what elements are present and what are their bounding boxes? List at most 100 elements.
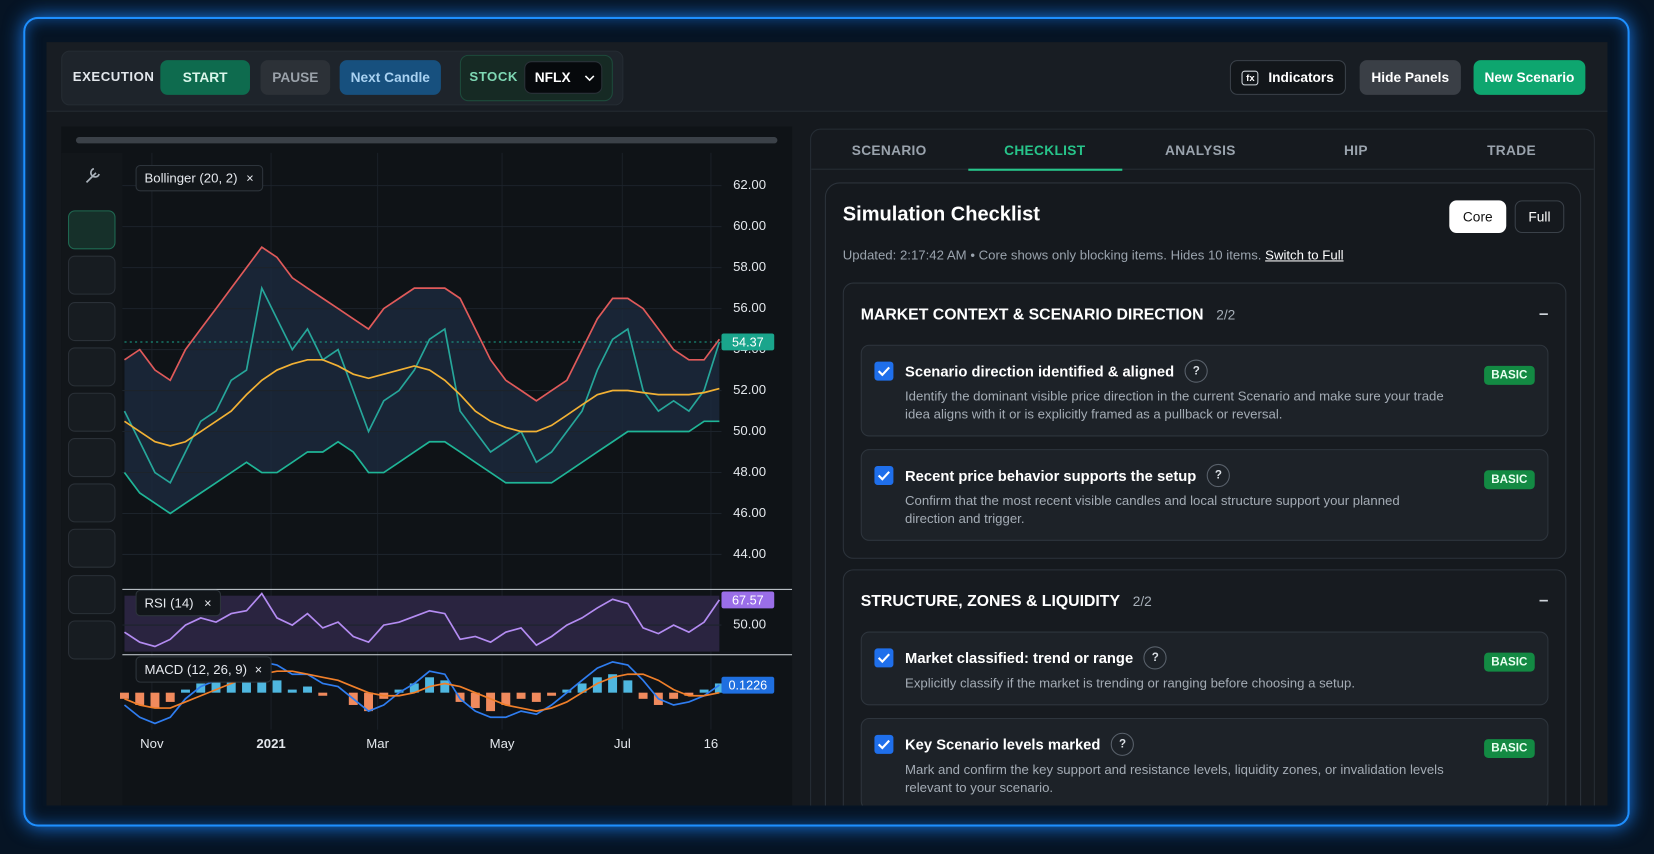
x-tick-label: May: [490, 736, 515, 751]
histogram-bar: [272, 680, 282, 693]
tool-button: [68, 392, 116, 432]
stock-select[interactable]: NFLX: [524, 61, 603, 94]
help-icon[interactable]: ?: [1110, 732, 1135, 756]
x-tick-label: Jul: [614, 736, 631, 751]
frame: [23, 16, 1630, 827]
tool-button: [68, 438, 116, 478]
histogram-bar: [531, 692, 541, 702]
tool-button: [68, 255, 116, 295]
x-tick-label: 2021: [256, 736, 285, 751]
last-value-label: 67.57: [732, 593, 764, 607]
new-scenario-button[interactable]: New Scenario: [1473, 60, 1586, 95]
checklist-item: Recent price behavior supports the setup…: [860, 449, 1549, 541]
section-count: 2/2: [1216, 306, 1236, 323]
indicators-button[interactable]: fx Indicators: [1229, 60, 1346, 95]
full-button[interactable]: Full: [1514, 200, 1565, 234]
section: MARKET CONTEXT & SCENARIO DIRECTION 2/2 – S…: [842, 282, 1567, 559]
histogram-bar: [669, 692, 679, 699]
histogram-bar: [303, 686, 312, 693]
checkbox[interactable]: [874, 648, 894, 668]
help-icon[interactable]: ?: [1184, 359, 1208, 383]
hide-panels-button[interactable]: Hide Panels: [1359, 60, 1461, 95]
item-title-row: Recent price behavior supports the setup…: [905, 463, 1452, 488]
start-button[interactable]: START: [160, 60, 250, 95]
level-badge: BASIC: [1483, 470, 1535, 490]
last-value-badge: [721, 591, 775, 609]
collapse-icon[interactable]: –: [1539, 591, 1549, 610]
tab[interactable]: HIP: [1344, 141, 1368, 158]
checkbox[interactable]: [874, 734, 894, 754]
updated-line: Updated: 2:17:42 AM • Core shows only bl…: [843, 248, 1344, 263]
item-description: Identify the dominant visible price dire…: [905, 389, 1444, 422]
checklist-item: Key Scenario levels marked? Mark and conf…: [860, 717, 1549, 806]
histogram-bar: [211, 680, 221, 693]
switch-link[interactable]: Switch to Full: [1265, 247, 1344, 263]
histogram-bar: [699, 689, 709, 693]
histogram-bar: [135, 692, 145, 705]
tab-bar: SCENARIO CHECKLIST ANALYSIS HIP TRADE: [811, 131, 1594, 171]
tab[interactable]: CHECKLIST: [967, 131, 1122, 171]
indicator-close: ×: [246, 172, 253, 186]
tab[interactable]: ANALYSIS: [1165, 141, 1236, 158]
histogram-bar: [714, 683, 724, 693]
histogram-bar: [425, 677, 435, 693]
check-mark: [877, 739, 890, 750]
tool-button: [68, 210, 116, 250]
section-title: STRUCTURE, ZONES & LIQUIDITY: [860, 591, 1121, 610]
help-icon[interactable]: ?: [1143, 646, 1167, 670]
series-line: [123, 358, 720, 447]
checkbox[interactable]: [874, 466, 894, 485]
tool-button: [68, 347, 116, 387]
tab[interactable]: TRADE: [1487, 141, 1536, 158]
tool-button: [68, 302, 116, 342]
item-title: Recent price behavior supports the setup: [905, 467, 1197, 484]
pause-button[interactable]: PAUSE: [260, 60, 331, 95]
section-count: 2/2: [1132, 593, 1152, 609]
histogram-bar: [638, 692, 648, 699]
histogram-bar: [287, 689, 297, 693]
histogram-bar: [226, 677, 236, 693]
indicators-text: Indicators: [1268, 69, 1334, 86]
histogram-bar: [470, 692, 480, 709]
y-tick-label: 46.00: [733, 505, 766, 520]
series-line: [123, 420, 720, 515]
checklist-title: Simulation Checklist: [842, 203, 1040, 226]
item-title-row: Market classified: trend or range?: [905, 646, 1452, 670]
toolbar-column: [61, 152, 123, 806]
next-candle-button[interactable]: Next Candle: [339, 60, 441, 95]
help-icon[interactable]: ?: [1206, 463, 1231, 488]
section-header[interactable]: STRUCTURE, ZONES & LIQUIDITY 2/2 –: [844, 570, 1565, 631]
check-mark: [877, 471, 890, 481]
item-title: Market classified: trend or range: [905, 649, 1134, 667]
histogram-bar: [120, 692, 129, 699]
items: Market classified: trend or range? Explic…: [844, 631, 1565, 806]
tool-button: [68, 575, 116, 615]
section: STRUCTURE, ZONES & LIQUIDITY 2/2 – Market c…: [842, 569, 1567, 806]
core-button[interactable]: Core: [1449, 200, 1507, 234]
app: EXECUTION START PAUSE Next Candle STOCK …: [46, 42, 1608, 806]
collapse-icon[interactable]: –: [1539, 304, 1549, 323]
histogram-bar: [501, 692, 511, 705]
y-tick-label: 52.00: [733, 382, 766, 397]
histogram-bar: [486, 692, 496, 712]
indicator-chip: [135, 164, 264, 192]
item-title-row: Scenario direction identified & aligned?: [905, 359, 1452, 383]
last-value-label: 0.1226: [729, 679, 768, 693]
indicator-close: ×: [255, 663, 262, 677]
histogram-bar: [150, 692, 160, 709]
item-description: Explicitly classify if the market is tre…: [905, 675, 1356, 691]
series-line: [124, 670, 720, 712]
checklist-card: Simulation Checklist Core Full Updated: …: [824, 182, 1582, 806]
tab[interactable]: SCENARIO: [851, 141, 927, 158]
histogram-bar: [318, 692, 328, 696]
section-header[interactable]: MARKET CONTEXT & SCENARIO DIRECTION 2/2 –: [844, 284, 1565, 345]
checkbox[interactable]: [874, 361, 894, 381]
items: Scenario direction identified & aligned?…: [844, 344, 1565, 558]
histogram-bar: [165, 692, 175, 702]
indicator-label: Bollinger (20, 2): [145, 171, 238, 186]
histogram-bar: [516, 692, 526, 699]
tool-button: [68, 528, 116, 568]
side-panel: SCENARIO CHECKLIST ANALYSIS HIP TRADE Simula…: [810, 128, 1595, 806]
